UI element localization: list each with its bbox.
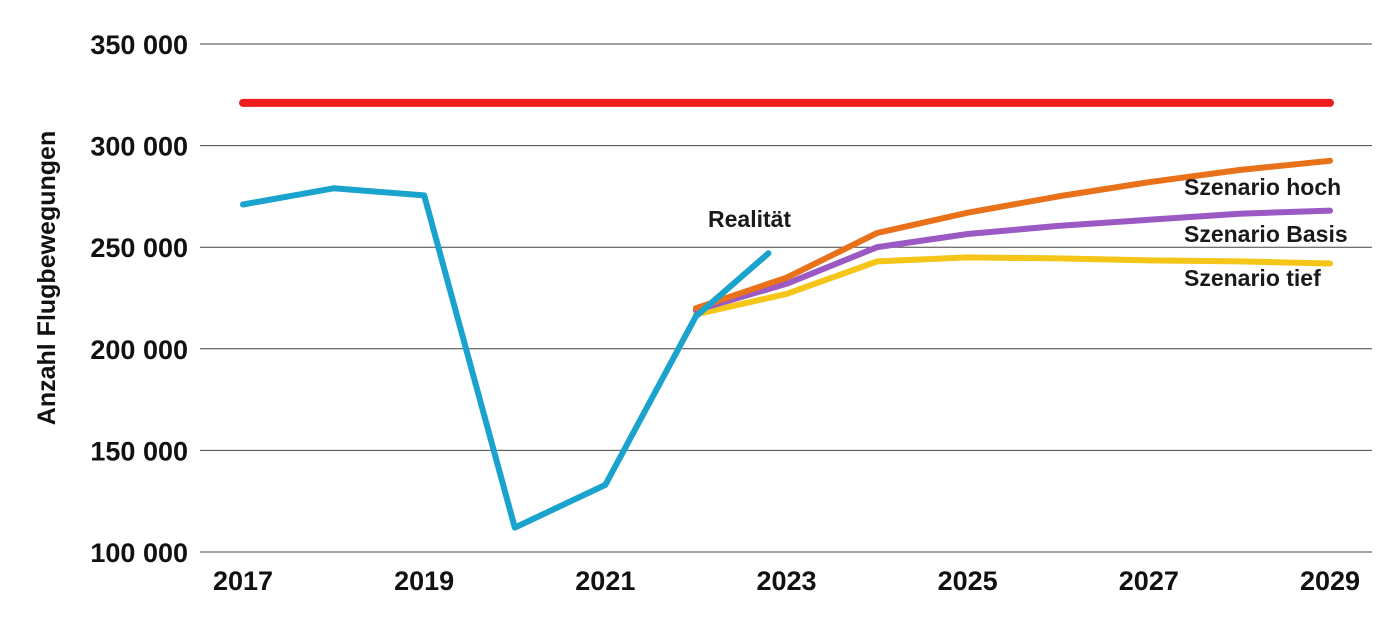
y-tick-label: 300 000 <box>90 132 188 162</box>
series-lines <box>239 98 1334 531</box>
annotation-tief: Szenario tief <box>1184 265 1321 291</box>
x-tick-label: 2027 <box>1119 566 1179 596</box>
x-axis-ticks: 2017 2019 2021 2023 2025 2027 2029 <box>213 566 1360 596</box>
annotation-hoch: Szenario hoch <box>1184 174 1341 200</box>
y-tick-label: 200 000 <box>90 335 188 365</box>
series-line-realitaet <box>240 185 772 531</box>
y-axis-ticks: 100 000 150 000 200 000 250 000 300 000 350 0… <box>90 30 188 568</box>
y-tick-label: 250 000 <box>90 233 188 263</box>
y-axis-label: Anzahl Flugbewegungen <box>33 131 61 425</box>
x-tick-label: 2019 <box>394 566 454 596</box>
series-annotations: Realität Szenario hoch Szenario Basis Szena… <box>708 174 1348 291</box>
series-line-basis <box>692 207 1333 314</box>
x-tick-label: 2025 <box>938 566 998 596</box>
annotation-basis: Szenario Basis <box>1184 221 1348 247</box>
x-tick-label: 2021 <box>575 566 635 596</box>
annotation-realitaet: Realität <box>708 206 791 232</box>
gridlines <box>200 43 1372 553</box>
x-tick-label: 2017 <box>213 566 273 596</box>
series-line-tief <box>692 254 1333 318</box>
y-tick-label: 350 000 <box>90 30 188 60</box>
y-tick-label: 150 000 <box>90 436 188 466</box>
x-tick-label: 2023 <box>756 566 816 596</box>
y-tick-label: 100 000 <box>90 538 188 568</box>
x-tick-label: 2029 <box>1300 566 1360 596</box>
series-line-hoch <box>692 157 1333 312</box>
